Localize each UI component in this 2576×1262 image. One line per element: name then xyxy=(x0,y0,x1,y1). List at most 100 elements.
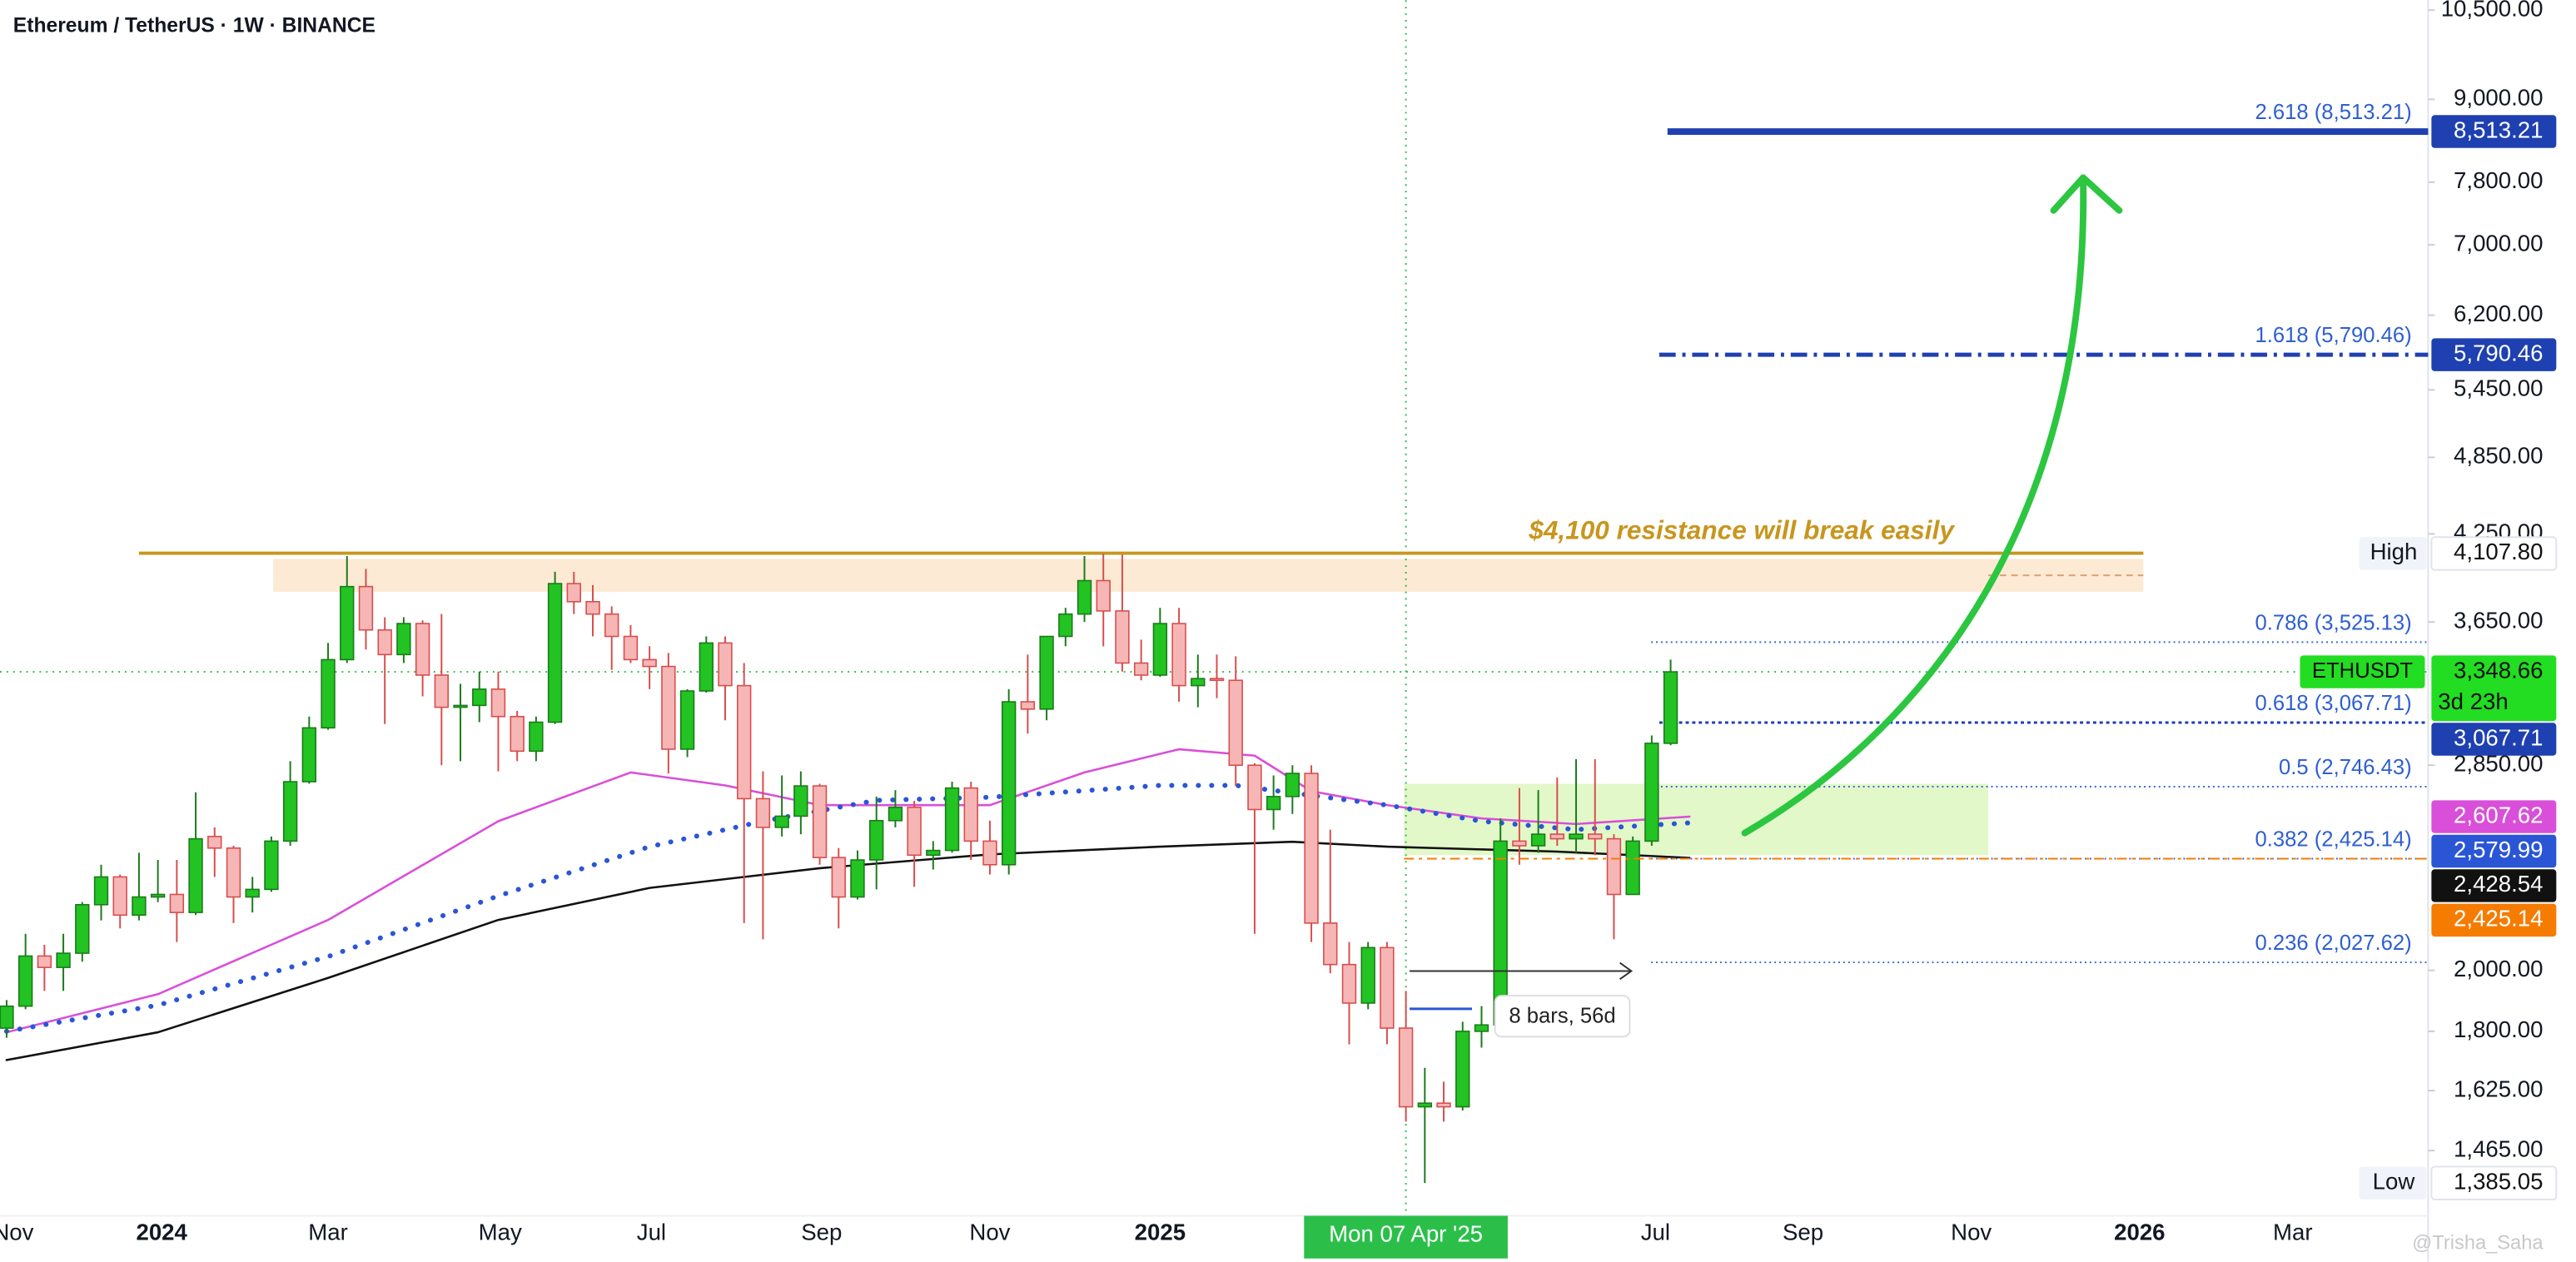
x-tick-label: Sep xyxy=(1783,1219,1823,1245)
x-tick-label: Nov xyxy=(969,1219,1010,1245)
fib-label: 0.618 (3,067.71) xyxy=(2255,692,2411,715)
candle-body xyxy=(869,819,884,861)
price-tag xyxy=(2431,655,2557,722)
candle-body xyxy=(547,583,563,723)
resistance-label: $4,100 resistance will break easily xyxy=(1528,514,1955,544)
candle-body xyxy=(1039,635,1054,710)
candle-body xyxy=(1152,623,1168,676)
y-tick-label: 4,850.00 xyxy=(2454,443,2543,469)
candle-body xyxy=(831,857,846,898)
candle-body xyxy=(793,785,808,817)
candle-body xyxy=(1077,579,1092,615)
candle-body xyxy=(529,721,544,753)
candle-body xyxy=(37,955,52,968)
candle-body xyxy=(604,613,619,638)
candle-body xyxy=(737,684,752,800)
candle-body xyxy=(1398,1027,1414,1108)
price-tag-label: 8,513.21 xyxy=(2454,117,2543,142)
candle-body xyxy=(132,896,147,917)
price-tag xyxy=(2430,1165,2558,1200)
candle-body xyxy=(1191,678,1206,687)
fib-label: 2.618 (8,513.21) xyxy=(2255,101,2411,124)
candle-body xyxy=(679,690,695,750)
candle-body xyxy=(1360,946,1375,1004)
x-tick-label: 2026 xyxy=(2114,1219,2165,1245)
y-tick-label: 1,800.00 xyxy=(2454,1016,2543,1042)
x-tick-label: Mar xyxy=(2273,1219,2313,1245)
candle-body xyxy=(774,815,789,828)
x-tick-label: Sep xyxy=(801,1219,842,1245)
measure-box xyxy=(1494,995,1631,1038)
price-tag xyxy=(2431,869,2557,902)
candle-body xyxy=(1171,623,1186,687)
y-tick-label: 9,000.00 xyxy=(2454,85,2543,111)
candle-body xyxy=(1663,671,1678,744)
price-tag-caption-box xyxy=(2359,537,2427,570)
candle-body xyxy=(1549,833,1564,840)
y-tick-label: 1,625.00 xyxy=(2454,1076,2543,1101)
candle-body xyxy=(1436,1102,1451,1108)
candle-body xyxy=(1569,833,1584,840)
x-tick-label: Nov xyxy=(1951,1219,1992,1245)
fib-label: 0.382 (2,425.14) xyxy=(2255,828,2411,852)
candle-body xyxy=(510,715,525,753)
candle-body xyxy=(1001,701,1017,866)
price-tag xyxy=(2431,903,2557,937)
candle-body xyxy=(1588,833,1603,840)
candle-body xyxy=(585,600,600,615)
fib-label: 0.5 (2,746.43) xyxy=(2279,756,2412,779)
crosshair-x-label: Mon 07 Apr '25 xyxy=(1329,1220,1483,1246)
candle-body xyxy=(0,1005,14,1029)
candle-body xyxy=(264,840,279,891)
y-tick-label: 5,450.00 xyxy=(2454,375,2543,401)
measure-arrowhead xyxy=(1619,961,1634,981)
y-tick-label: 2,000.00 xyxy=(2454,956,2543,981)
candle-body xyxy=(1625,840,1640,896)
candle-body xyxy=(112,876,127,917)
candle-body xyxy=(93,876,109,906)
price-tag xyxy=(2431,723,2557,756)
candle-body xyxy=(226,847,241,898)
candle-body xyxy=(1474,1024,1489,1032)
candle-body xyxy=(1530,833,1546,847)
candle-body xyxy=(1133,662,1149,676)
candle-body xyxy=(434,674,450,708)
x-tick-label: Mar xyxy=(308,1219,348,1245)
candle-body xyxy=(812,785,828,858)
candle-body xyxy=(490,688,506,718)
candle-body xyxy=(1644,743,1659,842)
x-tick-label: Nov xyxy=(0,1219,34,1245)
price-tag-label: 3,348.66 xyxy=(2454,657,2543,683)
candle-body xyxy=(1606,837,1622,896)
moving-average xyxy=(3,783,1693,1034)
candle-body xyxy=(282,781,298,842)
crosshair-x-box xyxy=(1304,1215,1508,1259)
candle-body xyxy=(472,688,487,707)
moving-average xyxy=(5,840,1691,1061)
measure-label: 8 bars, 56d xyxy=(1509,1004,1615,1027)
chart-title: Ethereum / TetherUS · 1W · BINANCE xyxy=(13,14,375,37)
candle-body xyxy=(623,635,639,661)
price-tag xyxy=(2431,834,2557,868)
y-tick-label: 10,500.00 xyxy=(2441,0,2544,21)
x-tick-label: 2024 xyxy=(136,1219,187,1245)
candle-body xyxy=(699,642,714,692)
candle-body xyxy=(453,704,468,708)
countdown-label: 3d 23h xyxy=(2438,688,2508,714)
x-tick-label: May xyxy=(479,1219,522,1245)
candle-body xyxy=(1285,773,1300,797)
candle-body xyxy=(207,836,222,849)
symbol-tag xyxy=(2300,655,2425,688)
fib-label: 0.236 (2,027.62) xyxy=(2255,932,2411,955)
y-tick-label: 7,800.00 xyxy=(2454,167,2543,193)
price-tag-caption-box xyxy=(2359,1166,2427,1200)
candle-body xyxy=(1096,579,1111,612)
candle-body xyxy=(301,727,317,783)
candle-body xyxy=(1266,796,1281,811)
candle-body xyxy=(755,797,771,828)
price-tag-caption: Low xyxy=(2373,1168,2415,1194)
price-tag-label: 5,790.46 xyxy=(2454,340,2543,365)
candle-body xyxy=(1058,613,1073,638)
